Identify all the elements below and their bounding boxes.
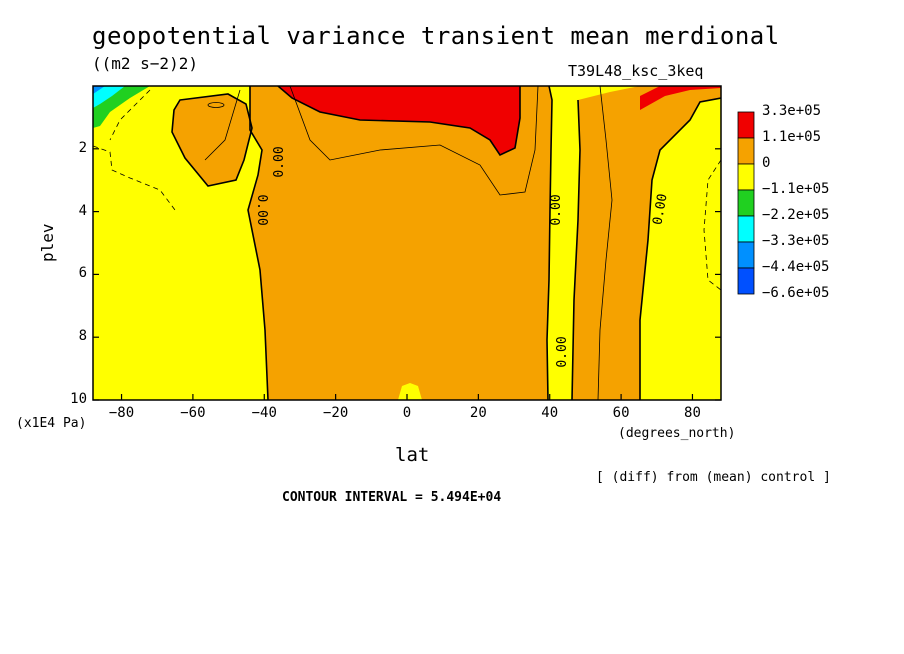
contour-labels: 0.00 0.00 0.00 0.00 0.00 xyxy=(254,146,671,367)
legend-level-label: −6.6e+05 xyxy=(762,285,830,301)
x-tick-label: −80 xyxy=(108,405,135,421)
x-tick-label: −20 xyxy=(322,405,349,421)
contour-label: 0.00 xyxy=(549,194,564,225)
x-axis-units: (degrees_north) xyxy=(618,426,736,441)
contour-label: 0.00 xyxy=(272,146,287,177)
contour-line xyxy=(597,86,613,400)
legend-level-label: −2.2e+05 xyxy=(762,207,830,223)
y-axis-units: (x1E4 Pa) xyxy=(16,416,87,431)
contour-dashed-line xyxy=(109,89,151,141)
x-tick-label: 40 xyxy=(541,405,559,421)
x-tick-label: 80 xyxy=(684,405,701,421)
contour-line xyxy=(277,86,521,157)
contour-line xyxy=(204,89,241,161)
region-fill xyxy=(248,86,552,400)
chart-units: ((m2 s−2)2) xyxy=(92,54,198,73)
y-tick-label: 8 xyxy=(78,328,87,345)
chart-title: geopotential variance transient mean mer… xyxy=(92,22,780,50)
contour-zero-line xyxy=(639,97,721,400)
x-ticks xyxy=(120,394,694,400)
contour-dashed-line xyxy=(703,159,721,291)
legend-swatch xyxy=(737,111,755,139)
legend-level-label: 0 xyxy=(762,155,771,171)
run-label: T39L48_ksc_3keq xyxy=(568,62,704,80)
contour-zero-line xyxy=(546,86,553,400)
x-tick-label: −60 xyxy=(180,405,206,421)
contour-line xyxy=(207,102,225,108)
legend-level-label: 1.1e+05 xyxy=(762,129,822,145)
legend-swatch xyxy=(737,267,755,295)
legend-level-label: −1.1e+05 xyxy=(762,181,830,197)
y-tick-label: 4 xyxy=(78,202,87,219)
y-axis-label: plev xyxy=(38,223,57,262)
contour-label: 0.00 xyxy=(650,193,670,226)
diff-note: [ (diff) from (mean) control ] xyxy=(596,470,831,485)
legend-level-label: −3.3e+05 xyxy=(762,233,830,249)
x-tick-label: 20 xyxy=(469,405,487,421)
region-fill xyxy=(93,86,105,94)
x-tick-label: 60 xyxy=(612,405,630,421)
contour-label: 0.00 xyxy=(254,194,269,225)
legend xyxy=(737,111,755,295)
y-tick-label: 2 xyxy=(78,139,87,156)
legend-level-label: −4.4e+05 xyxy=(762,259,830,275)
plot-area xyxy=(93,86,721,400)
contour-dashed-line xyxy=(93,145,176,211)
region-fill xyxy=(572,86,721,400)
contour-zero-line xyxy=(171,93,253,187)
contour-label: 0.00 xyxy=(555,336,570,367)
y-tick-label: 10 xyxy=(70,391,87,407)
legend-level-label: 3.3e+05 xyxy=(762,103,822,119)
legend-swatch xyxy=(737,215,755,243)
contour-zero-line xyxy=(571,99,581,400)
legend-swatch xyxy=(737,163,755,191)
legend-swatch xyxy=(737,137,755,165)
y-tick-label: 6 xyxy=(78,265,87,282)
region-fill xyxy=(93,86,125,108)
contour-interval: CONTOUR INTERVAL = 5.494E+04 xyxy=(282,490,502,505)
contour-line xyxy=(289,86,539,196)
x-tick-label: 0 xyxy=(402,405,412,421)
y-ticks xyxy=(93,148,721,401)
x-axis-label: lat xyxy=(395,444,430,466)
region-fill xyxy=(640,86,721,110)
legend-swatch xyxy=(737,189,755,217)
legend-swatch xyxy=(737,241,755,269)
contour-zero-line xyxy=(247,86,269,400)
x-tick-label: −40 xyxy=(251,405,277,421)
